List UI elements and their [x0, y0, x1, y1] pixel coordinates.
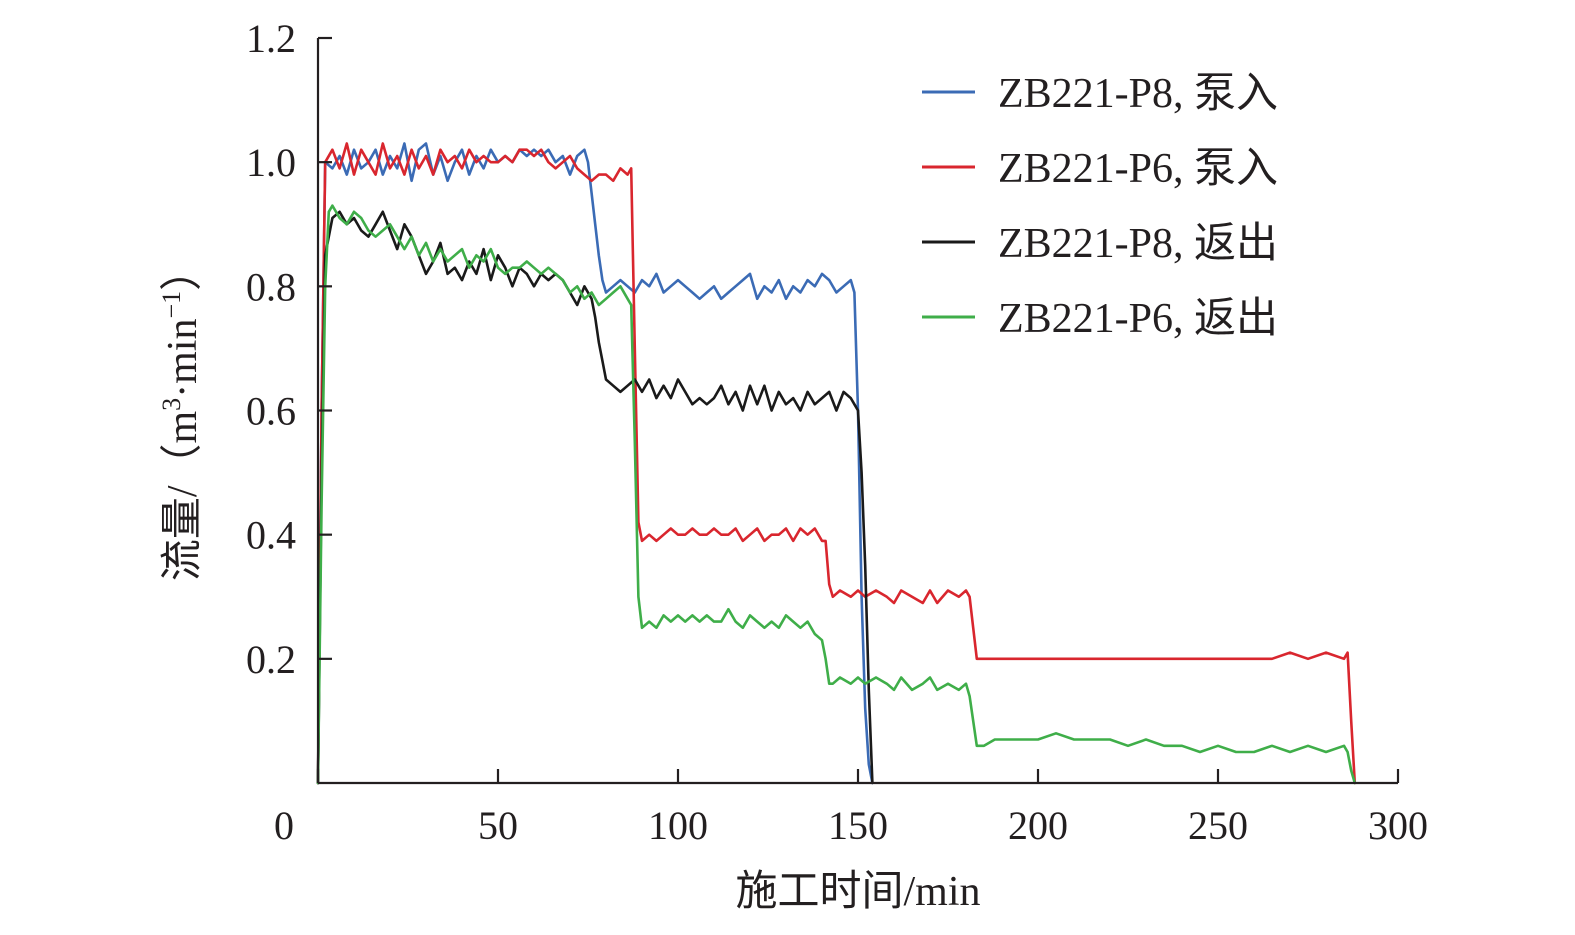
x-tick-label: 0 [274, 803, 294, 848]
y-tick-label: 0.4 [246, 513, 296, 558]
series-line-2 [316, 142, 1357, 785]
y-tick-label: 0.6 [246, 389, 296, 434]
y-axis-title-prefix: 流量/（m [160, 411, 206, 582]
x-tick-label: 150 [828, 803, 888, 848]
series-layer [316, 142, 1357, 785]
x-tick-label: 250 [1188, 803, 1248, 848]
series-line-4 [316, 204, 1357, 785]
y-axis-title-sup2: −1 [157, 291, 186, 319]
y-ticks: 0.2 0.4 0.6 0.8 1.0 1.2 [246, 16, 332, 682]
x-tick-label: 200 [1008, 803, 1068, 848]
legend-label-1: ZB221-P8, 泵入 [998, 71, 1278, 117]
x-axis-title: 施工时间/min [735, 869, 980, 915]
legend-label-3: ZB221-P8, 返出 [998, 221, 1278, 267]
y-axis-title: 流量/（m3·min−1） [157, 249, 206, 581]
y-axis-title-suffix: ） [160, 249, 206, 291]
legend-label-4: ZB221-P6, 返出 [998, 296, 1278, 342]
y-tick-label: 0.2 [246, 637, 296, 682]
y-axis-title-middle: ·min [160, 319, 206, 398]
y-tick-label: 1.0 [246, 140, 296, 185]
y-axis-title-sup1: 3 [157, 398, 186, 411]
legend-label-2: ZB221-P6, 泵入 [998, 146, 1278, 192]
x-tick-label: 100 [648, 803, 708, 848]
x-tick-label: 50 [478, 803, 518, 848]
legend: ZB221-P8, 泵入 ZB221-P6, 泵入 ZB221-P8, 返出 ZB22… [922, 71, 1278, 342]
series-line-1 [316, 142, 874, 785]
y-tick-label: 0.8 [246, 264, 296, 309]
x-tick-label: 300 [1368, 803, 1428, 848]
y-tick-label: 1.2 [246, 16, 296, 61]
x-ticks: 0 50 100 150 200 250 300 [274, 769, 1428, 848]
